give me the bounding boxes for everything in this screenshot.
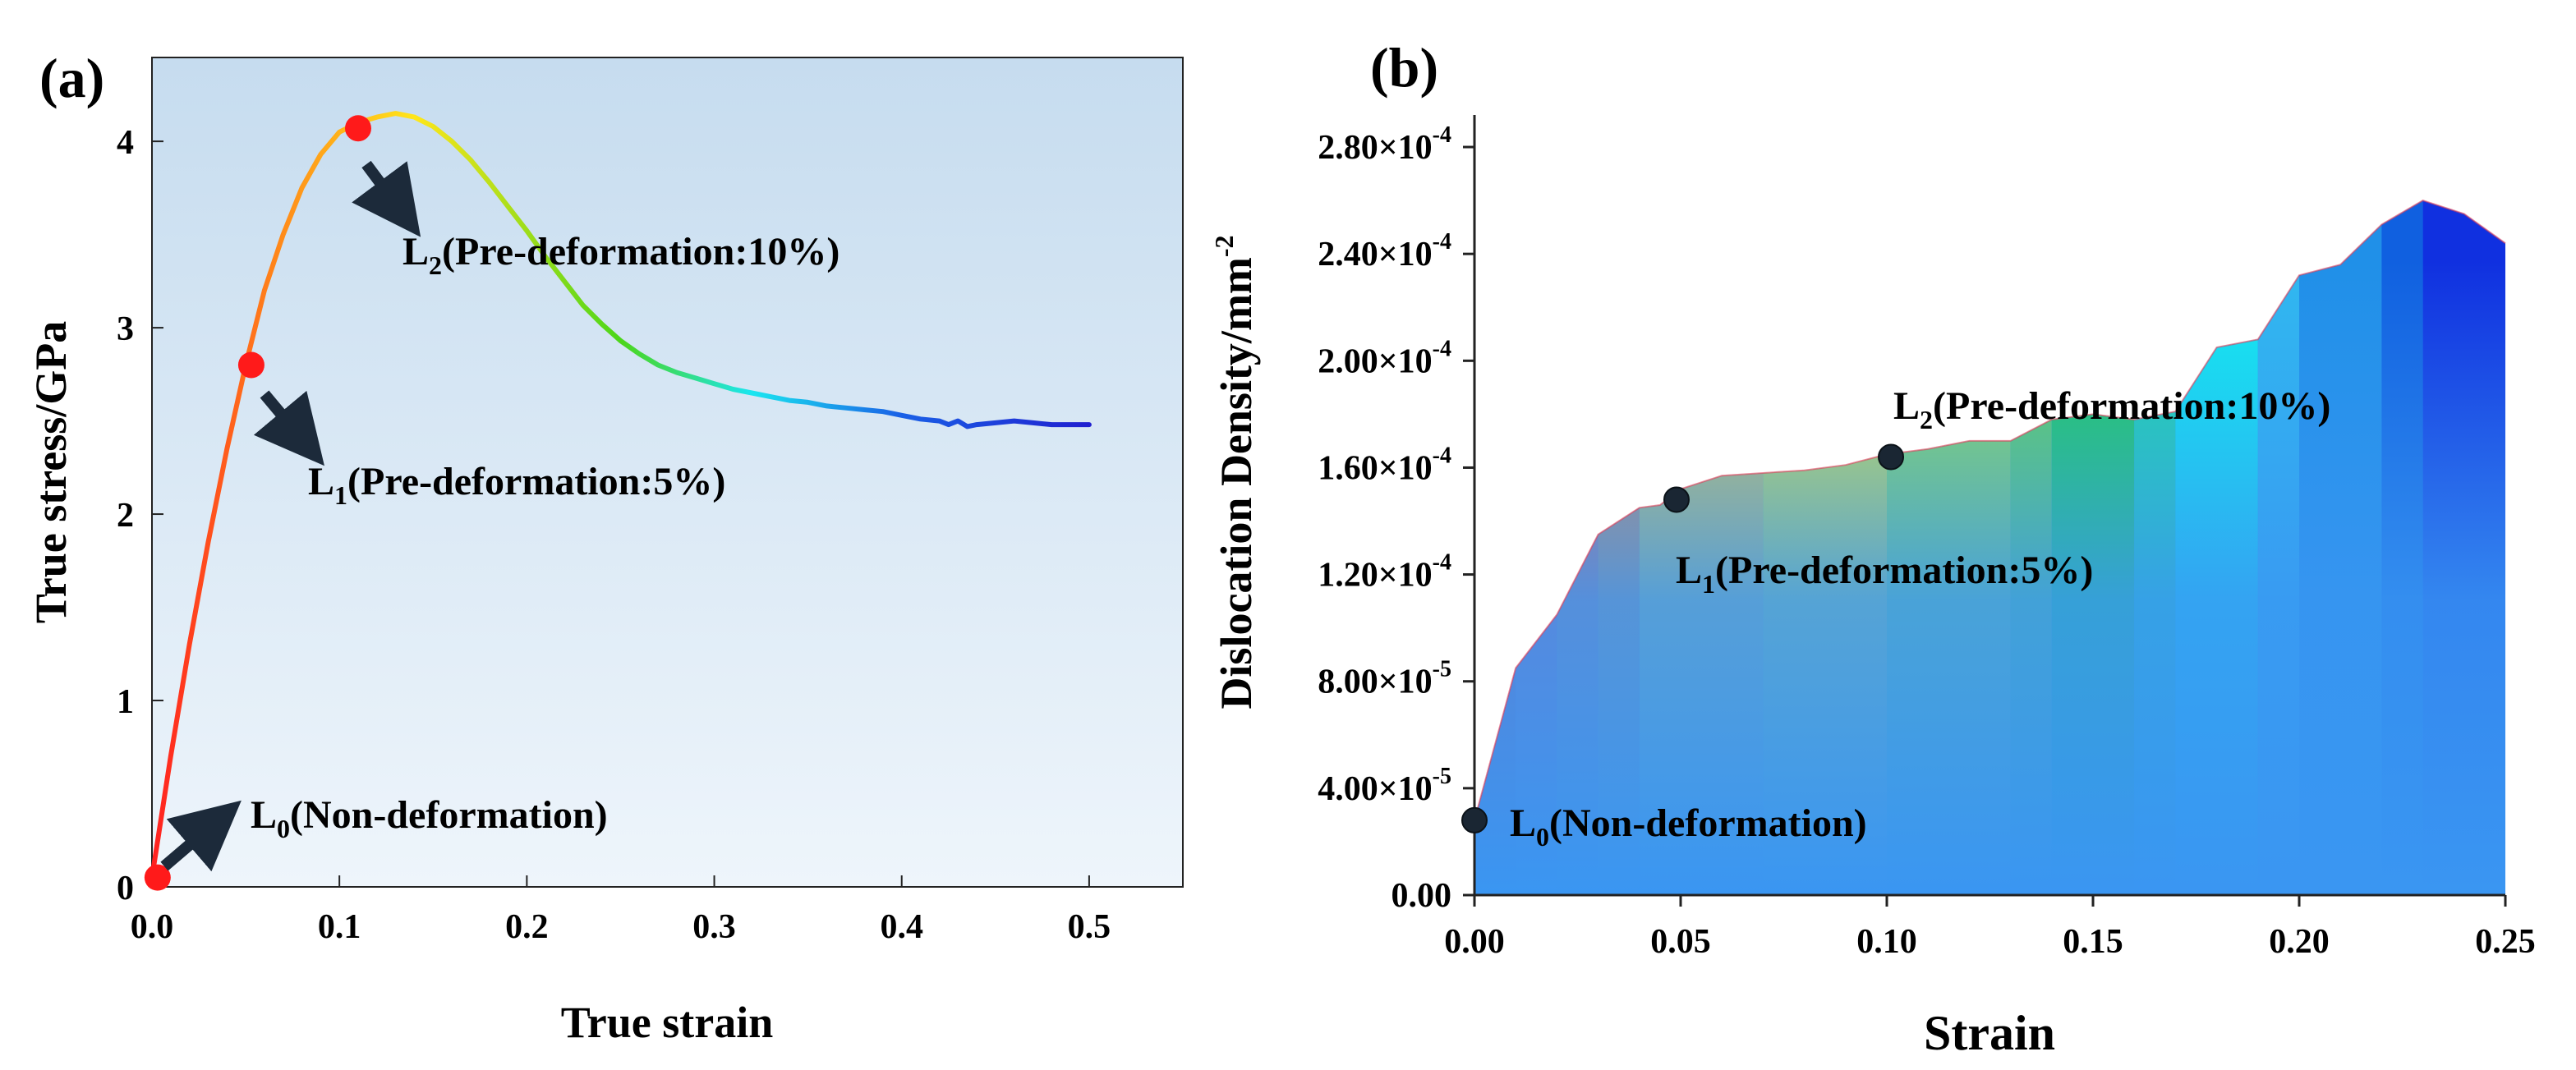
panel-a-x-tick-label: 0.0 [131,908,174,946]
panel-a-marker-l1 [237,351,264,379]
panel-a-y-tick-label: 4 [117,124,134,162]
panel-b-markers [1461,443,1905,833]
arrow-l1 [253,390,324,466]
area-base-fill [1474,200,2505,895]
annotation-b-l2: L2(Pre-deformation:10%) [1893,384,2330,434]
annotation-a-l0: L0(Non-deformation) [251,793,608,843]
annotation-b-l0: L0(Non-deformation) [1510,801,1867,852]
panel-a-y-tick-label: 1 [117,683,134,721]
panel-b-label: (b) [1370,36,1438,99]
panel-a-x-tick-label: 0.5 [1068,908,1111,946]
panel-b-y-ticks: 0.00 4.00×10-5 8.00×10-5 1.20×10-4 1.60×10-4… [1318,122,1474,915]
annotation-a-l1: L1(Pre-deformation:5%) [308,460,725,510]
panel-a-label: (a) [39,47,104,109]
arrow-l2 [352,160,421,237]
panel-b-y-tick-label: 0.00 [1392,877,1452,915]
panel-b-marker-l0 [1461,806,1488,833]
panel-b-x-ticks: 0.00 0.05 0.10 0.15 0.20 0.25 [1444,895,2536,961]
panel-a-frame [151,57,1184,888]
panel-a-x-tick-label: 0.3 [692,908,736,946]
annotation-a-l2: L2(Pre-deformation:10%) [402,230,840,280]
panel-a-y-axis-label: True stress/GPa [26,321,76,623]
panel-b-marker-l2 [1878,443,1905,471]
panel-a-x-tick-label: 0.1 [318,908,361,946]
panel-b-y-tick-label: 1.60×10-4 [1318,443,1451,487]
area-outline [1474,200,2506,821]
panel-a-marker-l2 [345,115,371,142]
panel-b-marker-l1 [1663,486,1690,513]
panel-b-y-tick-label: 1.20×10-4 [1318,550,1451,595]
panel-b-y-tick-label: 2.80×10-4 [1318,122,1451,167]
panel-b-x-tick-label: 0.10 [1856,923,1917,961]
panel-a-plot-background [152,57,1183,887]
panel-b-y-tick-label: 2.40×10-4 [1318,229,1451,273]
panel-a-x-tick-label: 0.2 [505,908,549,946]
panel-a-marker-l0 [144,864,171,891]
dislocation-density-area [1474,200,2506,895]
panel-b-y-tick-label: 8.00×10-5 [1318,657,1451,701]
panel-b-x-tick-label: 0.20 [2269,923,2330,961]
panel-a-y-tick-label: 3 [117,310,134,348]
panel-a-y-tick-label: 2 [117,497,134,535]
panel-b-x-tick-label: 0.15 [2063,923,2123,961]
panel-b-x-tick-label: 0.05 [1650,923,1711,961]
panel-b-y-axis-label: Dislocation Density/mm-2 [1209,235,1261,709]
panel-b-x-axis-label: Strain [1924,1006,2055,1060]
panel-a-x-ticks: 0.0 0.1 0.2 0.3 0.4 0.5 [131,875,1111,946]
arrow-l0 [160,800,242,872]
panel-b: (b) 0.00 4.00×10-5 8.00×10-5 1.20×10-4 1.60×… [1209,36,2536,1060]
panel-b-x-tick-label: 0.25 [2475,923,2536,961]
panel-a-x-axis-label: True strain [561,998,773,1047]
stress-strain-curve [150,111,1092,880]
panel-a-arrows [160,160,421,872]
panel-b-x-tick-label: 0.00 [1444,923,1505,961]
panel-a-x-tick-label: 0.4 [880,908,923,946]
panel-a: (a) 0 1 2 3 4 0.0 0.1 0.2 0.3 0.4 0.5 True strain… [26,47,1184,1047]
panel-a-markers [144,115,371,891]
panel-b-y-tick-label: 2.00×10-4 [1318,336,1451,380]
panel-a-y-tick-label: 0 [117,870,134,907]
panel-b-y-tick-label: 4.00×10-5 [1318,764,1451,808]
annotation-b-l1: L1(Pre-deformation:5%) [1676,549,2093,599]
